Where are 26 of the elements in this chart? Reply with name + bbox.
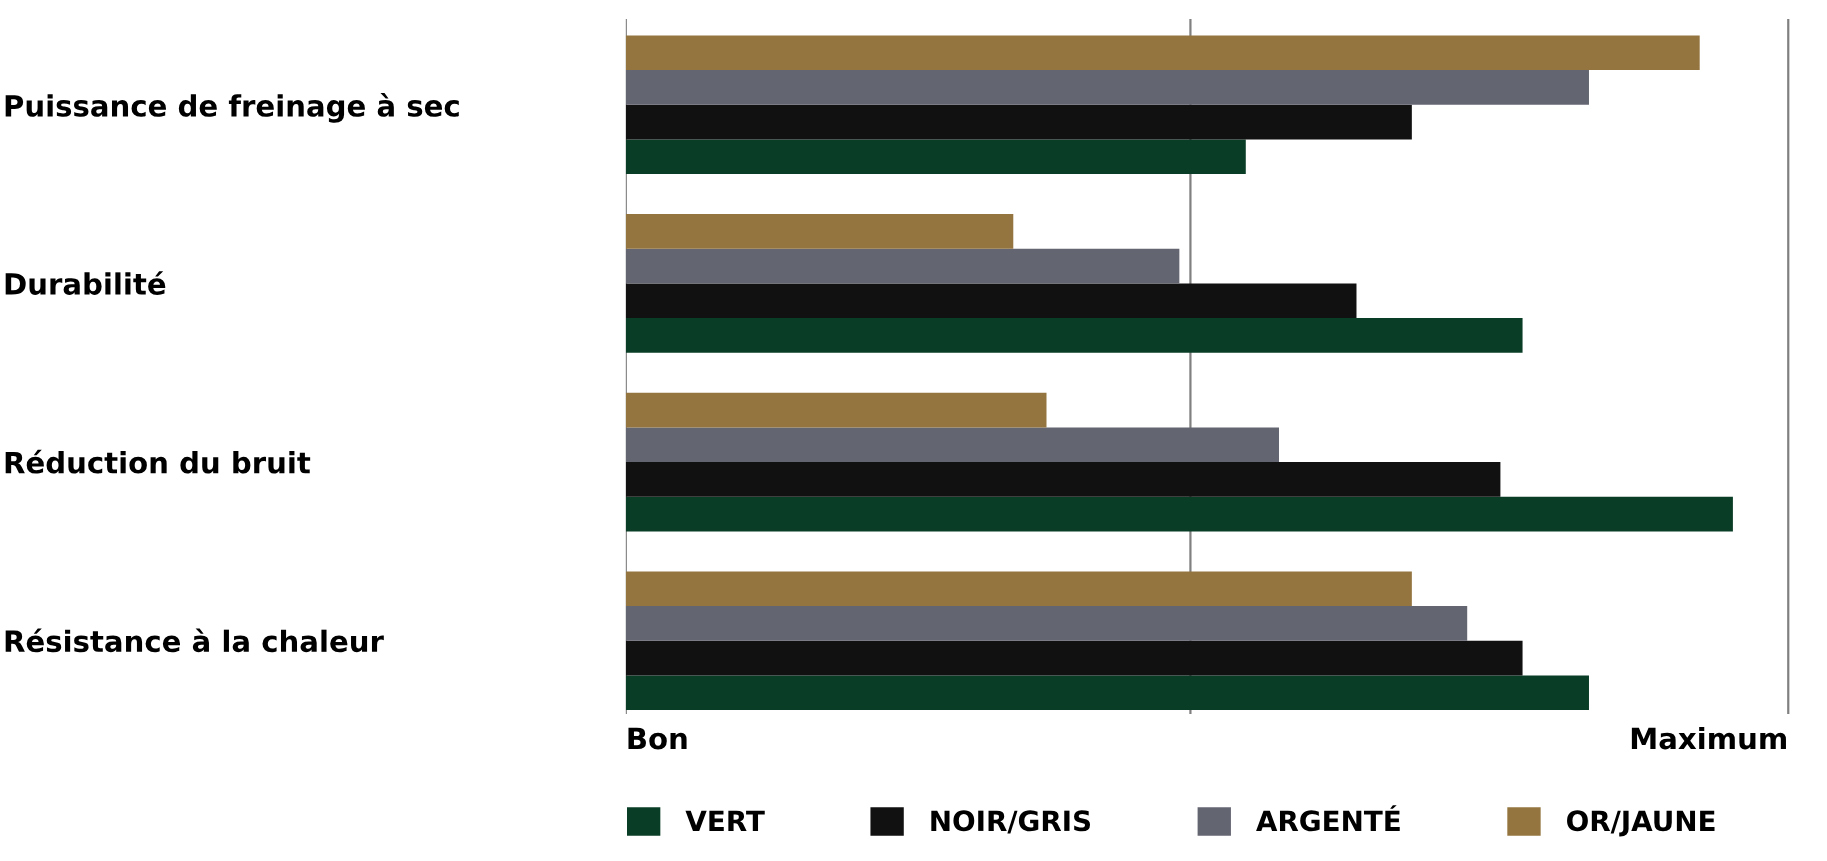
bar xyxy=(625,70,1589,105)
bar xyxy=(625,283,1357,319)
bar xyxy=(625,214,1014,249)
bar xyxy=(625,427,1279,463)
bar xyxy=(625,248,1180,284)
bar xyxy=(625,606,1468,641)
legend-label: NOIR/GRIS xyxy=(931,810,1091,834)
bar xyxy=(625,462,1501,497)
bar xyxy=(625,392,1047,428)
bar xyxy=(625,104,1412,140)
ref-line-label: Bon xyxy=(628,727,687,750)
y-tick-label: Résistance à la chaleur xyxy=(5,628,384,653)
bar xyxy=(625,640,1523,676)
bar xyxy=(625,675,1589,711)
bar xyxy=(625,35,1700,71)
bar xyxy=(625,318,1523,353)
legend-label: ARGENTÉ xyxy=(1256,805,1400,832)
y-tick-label: Réduction du bruit xyxy=(5,449,311,474)
y-tick-label: Puissance de freinage à sec xyxy=(5,93,459,123)
bar xyxy=(625,571,1412,607)
bar xyxy=(625,139,1246,175)
y-tick-label: Durabilité xyxy=(5,271,166,295)
legend-label: OR/JAUNE xyxy=(1567,810,1715,837)
bar xyxy=(625,496,1733,532)
legend-label: VERT xyxy=(685,810,765,831)
ref-line-label: Maximum xyxy=(1631,726,1786,750)
